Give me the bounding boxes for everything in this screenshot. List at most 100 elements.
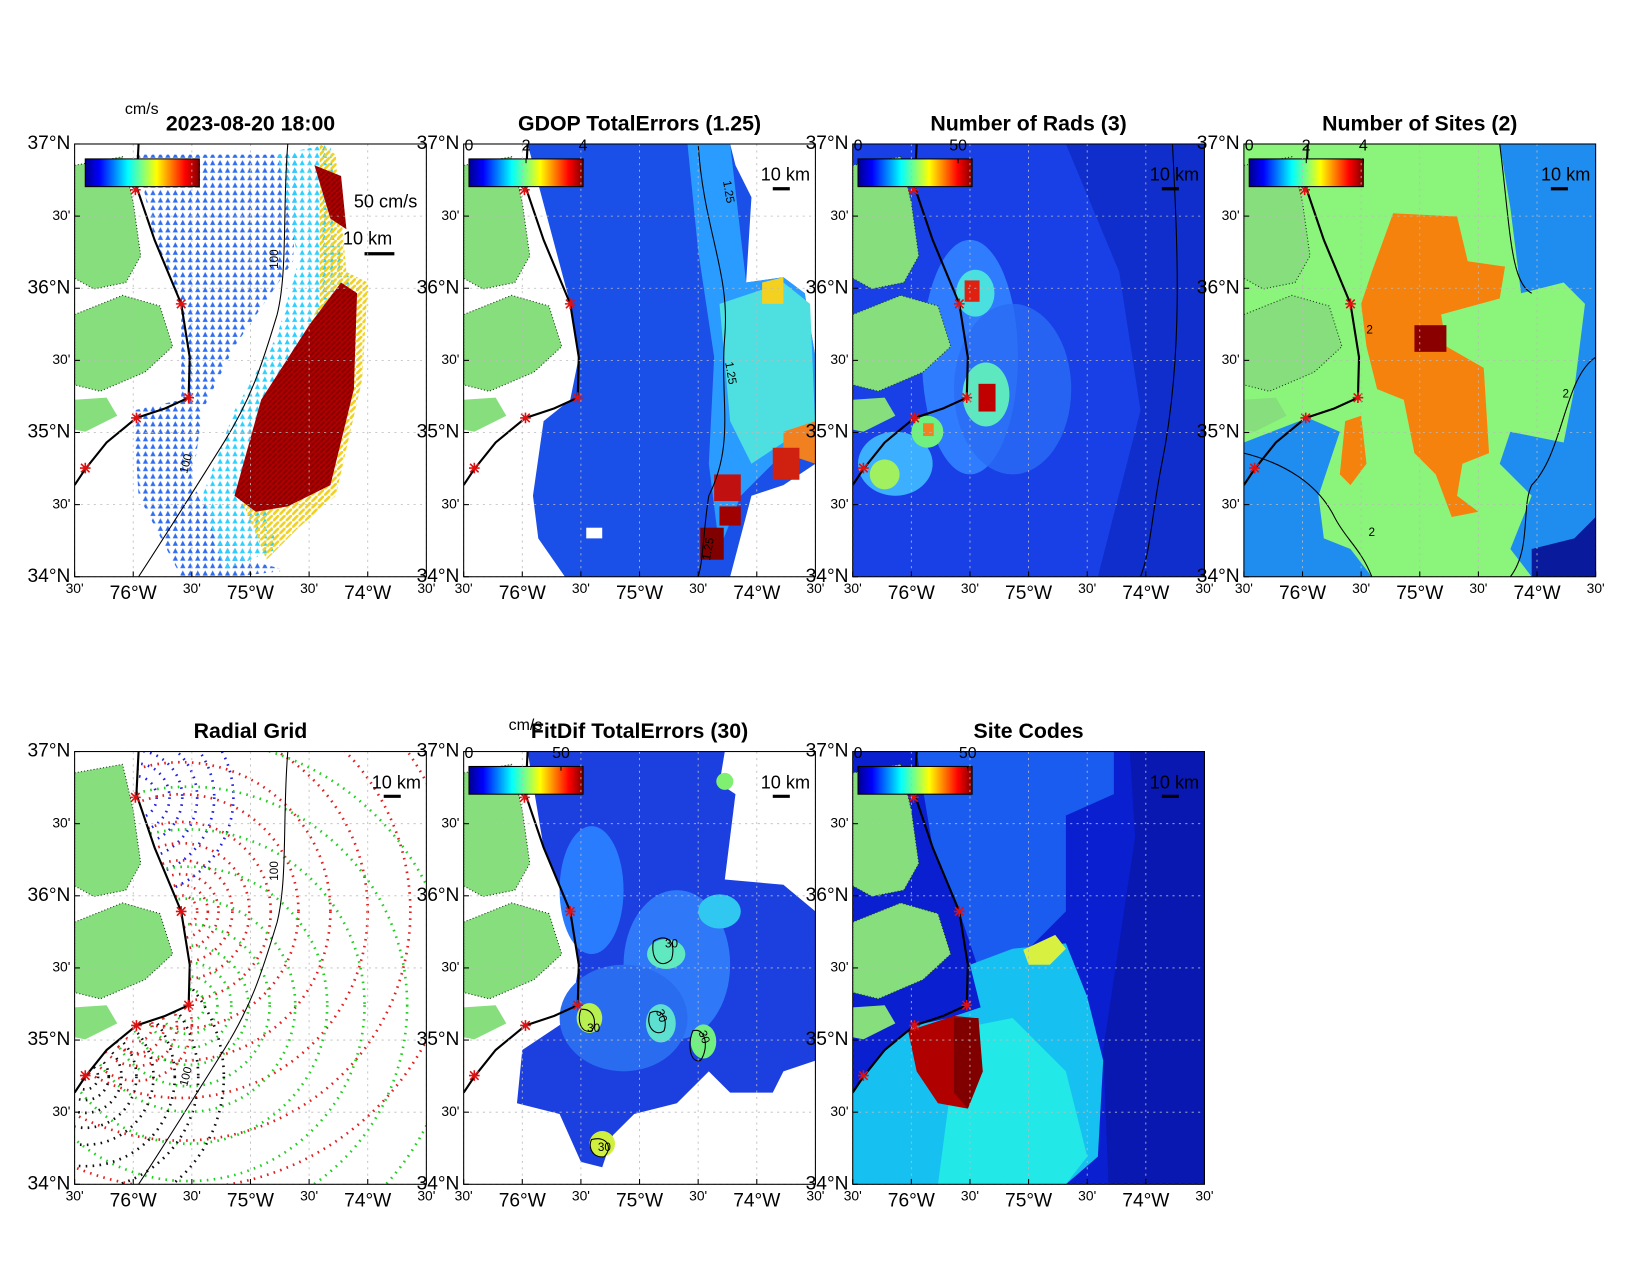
contour-label: 30 <box>665 938 679 951</box>
units-label: cm/s <box>509 717 543 734</box>
colorbar-tick-label: 4 <box>1359 137 1368 154</box>
panel: 10 km Site Codes 30' 76°W 30' 75°W 30' 74°W 30'… <box>806 719 1214 1211</box>
contour-label: 2 <box>1369 526 1376 539</box>
scale-label: 10 km <box>372 772 421 792</box>
map-shape <box>74 751 199 861</box>
units-label: cm/s <box>125 101 159 118</box>
map-shape <box>1339 415 1367 486</box>
x-tick-label: 75°W <box>227 1190 275 1211</box>
x-tick-label: 76°W <box>888 583 936 604</box>
y-tick-label: 30' <box>830 495 848 511</box>
x-tick-label: 30' <box>1235 580 1253 596</box>
y-tick-label: 37°N <box>417 133 460 154</box>
x-tick-label: 30' <box>1469 580 1487 596</box>
scale-label: 10 km <box>761 165 810 185</box>
y-tick-label: 30' <box>441 207 459 223</box>
scale-label: 10 km <box>761 772 810 792</box>
map-shape <box>953 1018 983 1109</box>
x-tick-label: 30' <box>806 580 824 596</box>
map-shape <box>869 459 900 490</box>
map-shape <box>142 872 220 951</box>
contour-label: 100 <box>268 249 281 269</box>
x-tick-label: 74°W <box>344 583 392 604</box>
x-tick-label: 30' <box>689 1188 707 1204</box>
colorbar-tick-label: 50 <box>959 745 977 762</box>
panel-title: FitDif TotalErrors (30) <box>531 719 748 743</box>
x-tick-label: 75°W <box>227 583 275 604</box>
map-shape <box>719 282 816 464</box>
colorbar-tick-label: 0 <box>465 137 474 154</box>
x-tick-label: 30' <box>66 1188 84 1204</box>
colorbar-tick-label: 50 <box>552 745 570 762</box>
colorbar-tick-label: 0 <box>854 137 863 154</box>
y-tick-label: 30' <box>52 495 70 511</box>
contour-label: 30 <box>598 1141 612 1154</box>
map-shape <box>690 1024 717 1059</box>
y-tick-label: 36°N <box>28 277 71 298</box>
vector-scale-label: 50 cm/s <box>354 191 417 211</box>
x-tick-label: 30' <box>1078 1188 1096 1204</box>
map-shape <box>74 962 200 1185</box>
x-tick-label: 75°W <box>1005 1190 1053 1211</box>
map-shape <box>234 282 358 512</box>
x-tick-label: 74°W <box>1122 1190 1170 1211</box>
map-shape <box>94 983 179 1068</box>
y-tick-label: 37°N <box>806 133 849 154</box>
panel-title: 2023-08-20 18:00 <box>166 111 335 135</box>
panel: cm/s 50 cm/s 10 km 100 100 2023-08-20 18… <box>28 101 436 604</box>
map-shape <box>953 303 1072 475</box>
y-tick-label: 30' <box>52 351 70 367</box>
map-shape <box>1248 158 1364 188</box>
map-shape <box>74 785 409 1185</box>
map-shape <box>106 922 272 1088</box>
panel: 10 km 1.25 1.25 1.25 GDOP TotalErrors (1… <box>417 111 825 603</box>
x-tick-label: 30' <box>806 1188 824 1204</box>
y-tick-label: 37°N <box>28 133 71 154</box>
x-tick-label: 76°W <box>110 1190 158 1211</box>
map-shape <box>74 751 216 878</box>
contour-label: 100 <box>268 861 281 881</box>
axes-frame <box>74 143 427 578</box>
map-shape <box>1361 213 1506 518</box>
x-tick-label: 30' <box>961 1188 979 1204</box>
x-tick-label: 76°W <box>888 1190 936 1211</box>
x-tick-label: 74°W <box>733 583 781 604</box>
axes-frame <box>852 751 1205 1185</box>
map-shape <box>74 1051 111 1102</box>
map-shape <box>144 961 233 1050</box>
contour-label: 30 <box>653 1007 670 1024</box>
x-tick-label: 30' <box>844 1188 862 1204</box>
map-shape <box>1140 143 1178 577</box>
panel: 10 km 2 2 2 Number of Sites (2) 30' 76°W 30… <box>1197 111 1605 603</box>
x-tick-label: 30' <box>1195 1188 1213 1204</box>
x-tick-label: 30' <box>572 580 590 596</box>
map-shape <box>646 939 686 969</box>
y-tick-label: 35°N <box>417 422 460 443</box>
map-shape <box>1023 934 1066 965</box>
map-shape <box>107 996 166 1055</box>
contour-label: 1.25 <box>700 536 717 561</box>
y-tick-label: 34°N <box>28 1173 71 1194</box>
y-tick-label: 30' <box>830 1103 848 1119</box>
y-tick-label: 30' <box>830 207 848 223</box>
panel: cm/s 10 km 30 30 30 30 30 FitDif TotalEr… <box>417 717 825 1211</box>
colorbar-tick-label: 0 <box>465 745 474 762</box>
contour-label: 1.25 <box>722 361 739 386</box>
x-tick-label: 30' <box>417 1188 435 1204</box>
map-shape <box>698 894 741 929</box>
y-tick-label: 34°N <box>1197 566 1240 587</box>
x-tick-label: 75°W <box>1396 583 1444 604</box>
map-shape <box>857 765 973 795</box>
map-shape <box>74 828 366 1183</box>
scale-label: 10 km <box>343 229 392 249</box>
map-shape <box>719 506 741 526</box>
x-tick-label: 30' <box>1352 580 1370 596</box>
map-shape <box>84 158 200 188</box>
y-tick-label: 37°N <box>28 741 71 762</box>
y-tick-label: 30' <box>830 351 848 367</box>
map-shape <box>1531 517 1596 577</box>
map-shape <box>559 826 624 955</box>
map-shape <box>74 792 300 1031</box>
map-shape <box>1243 417 1372 577</box>
